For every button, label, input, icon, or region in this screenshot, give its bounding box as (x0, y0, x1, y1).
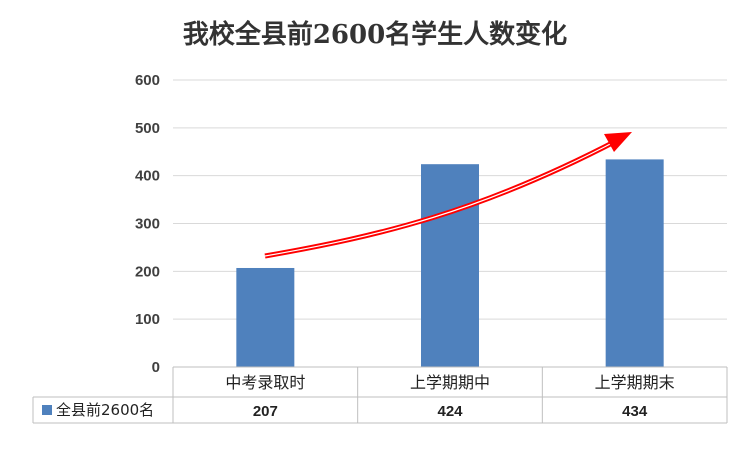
bar (421, 164, 479, 367)
bar (236, 267, 295, 367)
category-label: 中考录取时 (225, 373, 305, 392)
legend-key (42, 405, 52, 415)
y-tick-label: 200 (135, 263, 160, 280)
bar (605, 159, 664, 367)
y-tick-label: 400 (135, 168, 160, 185)
data-label: 434 (622, 403, 648, 420)
chart-title: 我校全县前2600名学生人数变化 (183, 19, 567, 50)
data-table: 中考录取时 207 上学期期中 424 上学期期末 434 全县前2600名 (32, 366, 728, 424)
y-tick-label: 600 (135, 72, 160, 89)
y-tick-label: 300 (135, 216, 160, 233)
trend-arrow (264, 132, 632, 259)
data-label: 207 (253, 403, 278, 420)
bars (236, 159, 664, 367)
y-tick-label: 100 (135, 311, 160, 328)
category-label: 上学期期中 (410, 373, 490, 392)
category-label: 上学期期末 (595, 373, 675, 392)
legend-label: 全县前2600名 (56, 401, 154, 419)
y-axis-ticks: 0 100 200 300 400 500 600 (135, 72, 160, 376)
data-label: 424 (437, 403, 463, 420)
y-tick-label: 0 (152, 359, 160, 376)
y-tick-label: 500 (135, 120, 160, 137)
